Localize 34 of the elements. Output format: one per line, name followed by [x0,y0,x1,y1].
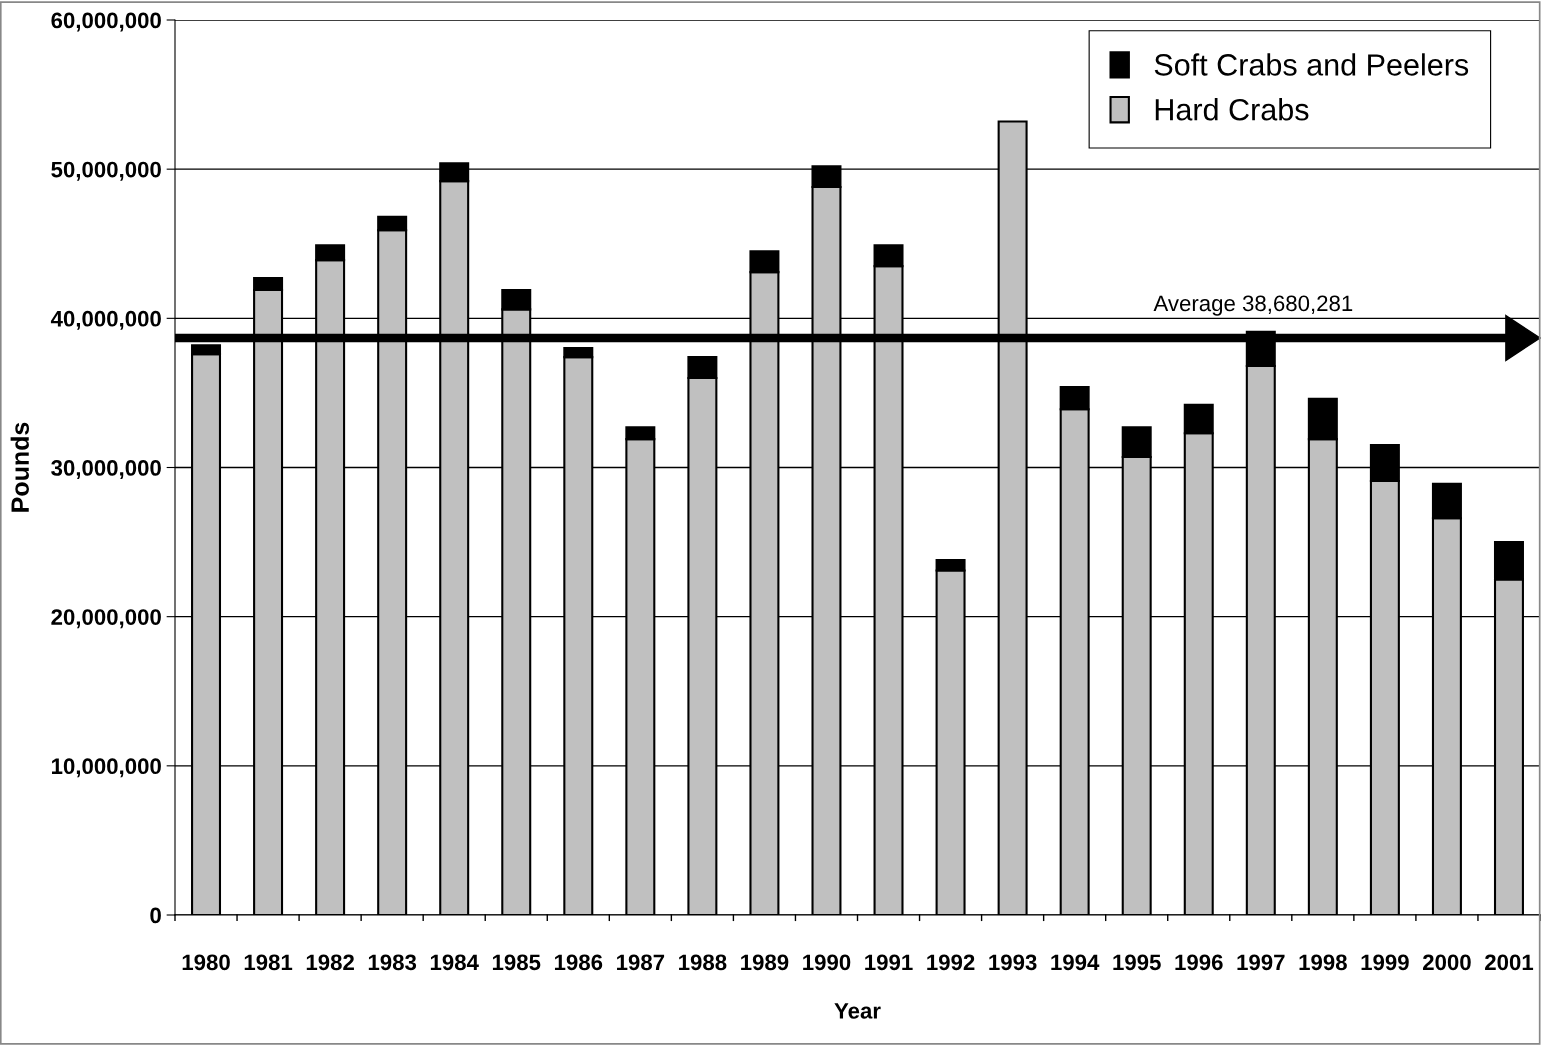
x-tick-label: 1992 [927,954,975,971]
x-tick-label: 1987 [617,954,665,971]
x-axis-title: Year [834,1003,881,1019]
x-tick-label: 1990 [803,954,851,971]
x-tick-label: 2001 [1485,954,1534,971]
y-tick-label: 20,000,000 [51,609,161,629]
x-tick-label: 1989 [741,954,789,971]
x-tick-label: 1994 [1051,954,1100,971]
y-tick-label: 30,000,000 [51,460,161,479]
legend-label: Soft Crabs and Peelers [1154,53,1469,76]
x-tick-label: 1984 [430,954,479,971]
x-tick-label: 1988 [679,954,727,971]
x-tick-label: 1980 [182,954,230,971]
y-axis-title: Pounds [10,422,29,512]
x-tick-label: 1996 [1175,954,1223,971]
ref-line-label: Average 38,680,281 [1153,295,1353,316]
x-tick-label: 1991 [865,954,913,971]
x-tick-label: 1983 [368,954,417,971]
x-tick-label: 2000 [1422,954,1471,971]
y-tick-label: 60,000,000 [51,12,161,32]
y-tick-label: 50,000,000 [51,161,161,181]
x-tick-label: 1995 [1113,954,1161,971]
x-tick-label: 1982 [306,954,354,971]
y-tick-label: 40,000,000 [50,310,161,330]
y-tick-label: 0 [150,907,161,924]
x-tick-label: 1986 [554,954,603,971]
x-tick-label: 1998 [1299,954,1347,971]
x-tick-label: 1993 [989,954,1037,971]
y-tick-label: 10,000,000 [52,758,161,778]
x-tick-label: 1981 [244,954,293,971]
x-tick-label: 1985 [492,954,541,971]
x-tick-label: 1997 [1237,954,1285,971]
legend-label: Hard Crabs [1155,98,1309,121]
x-tick-label: 1999 [1361,954,1409,971]
